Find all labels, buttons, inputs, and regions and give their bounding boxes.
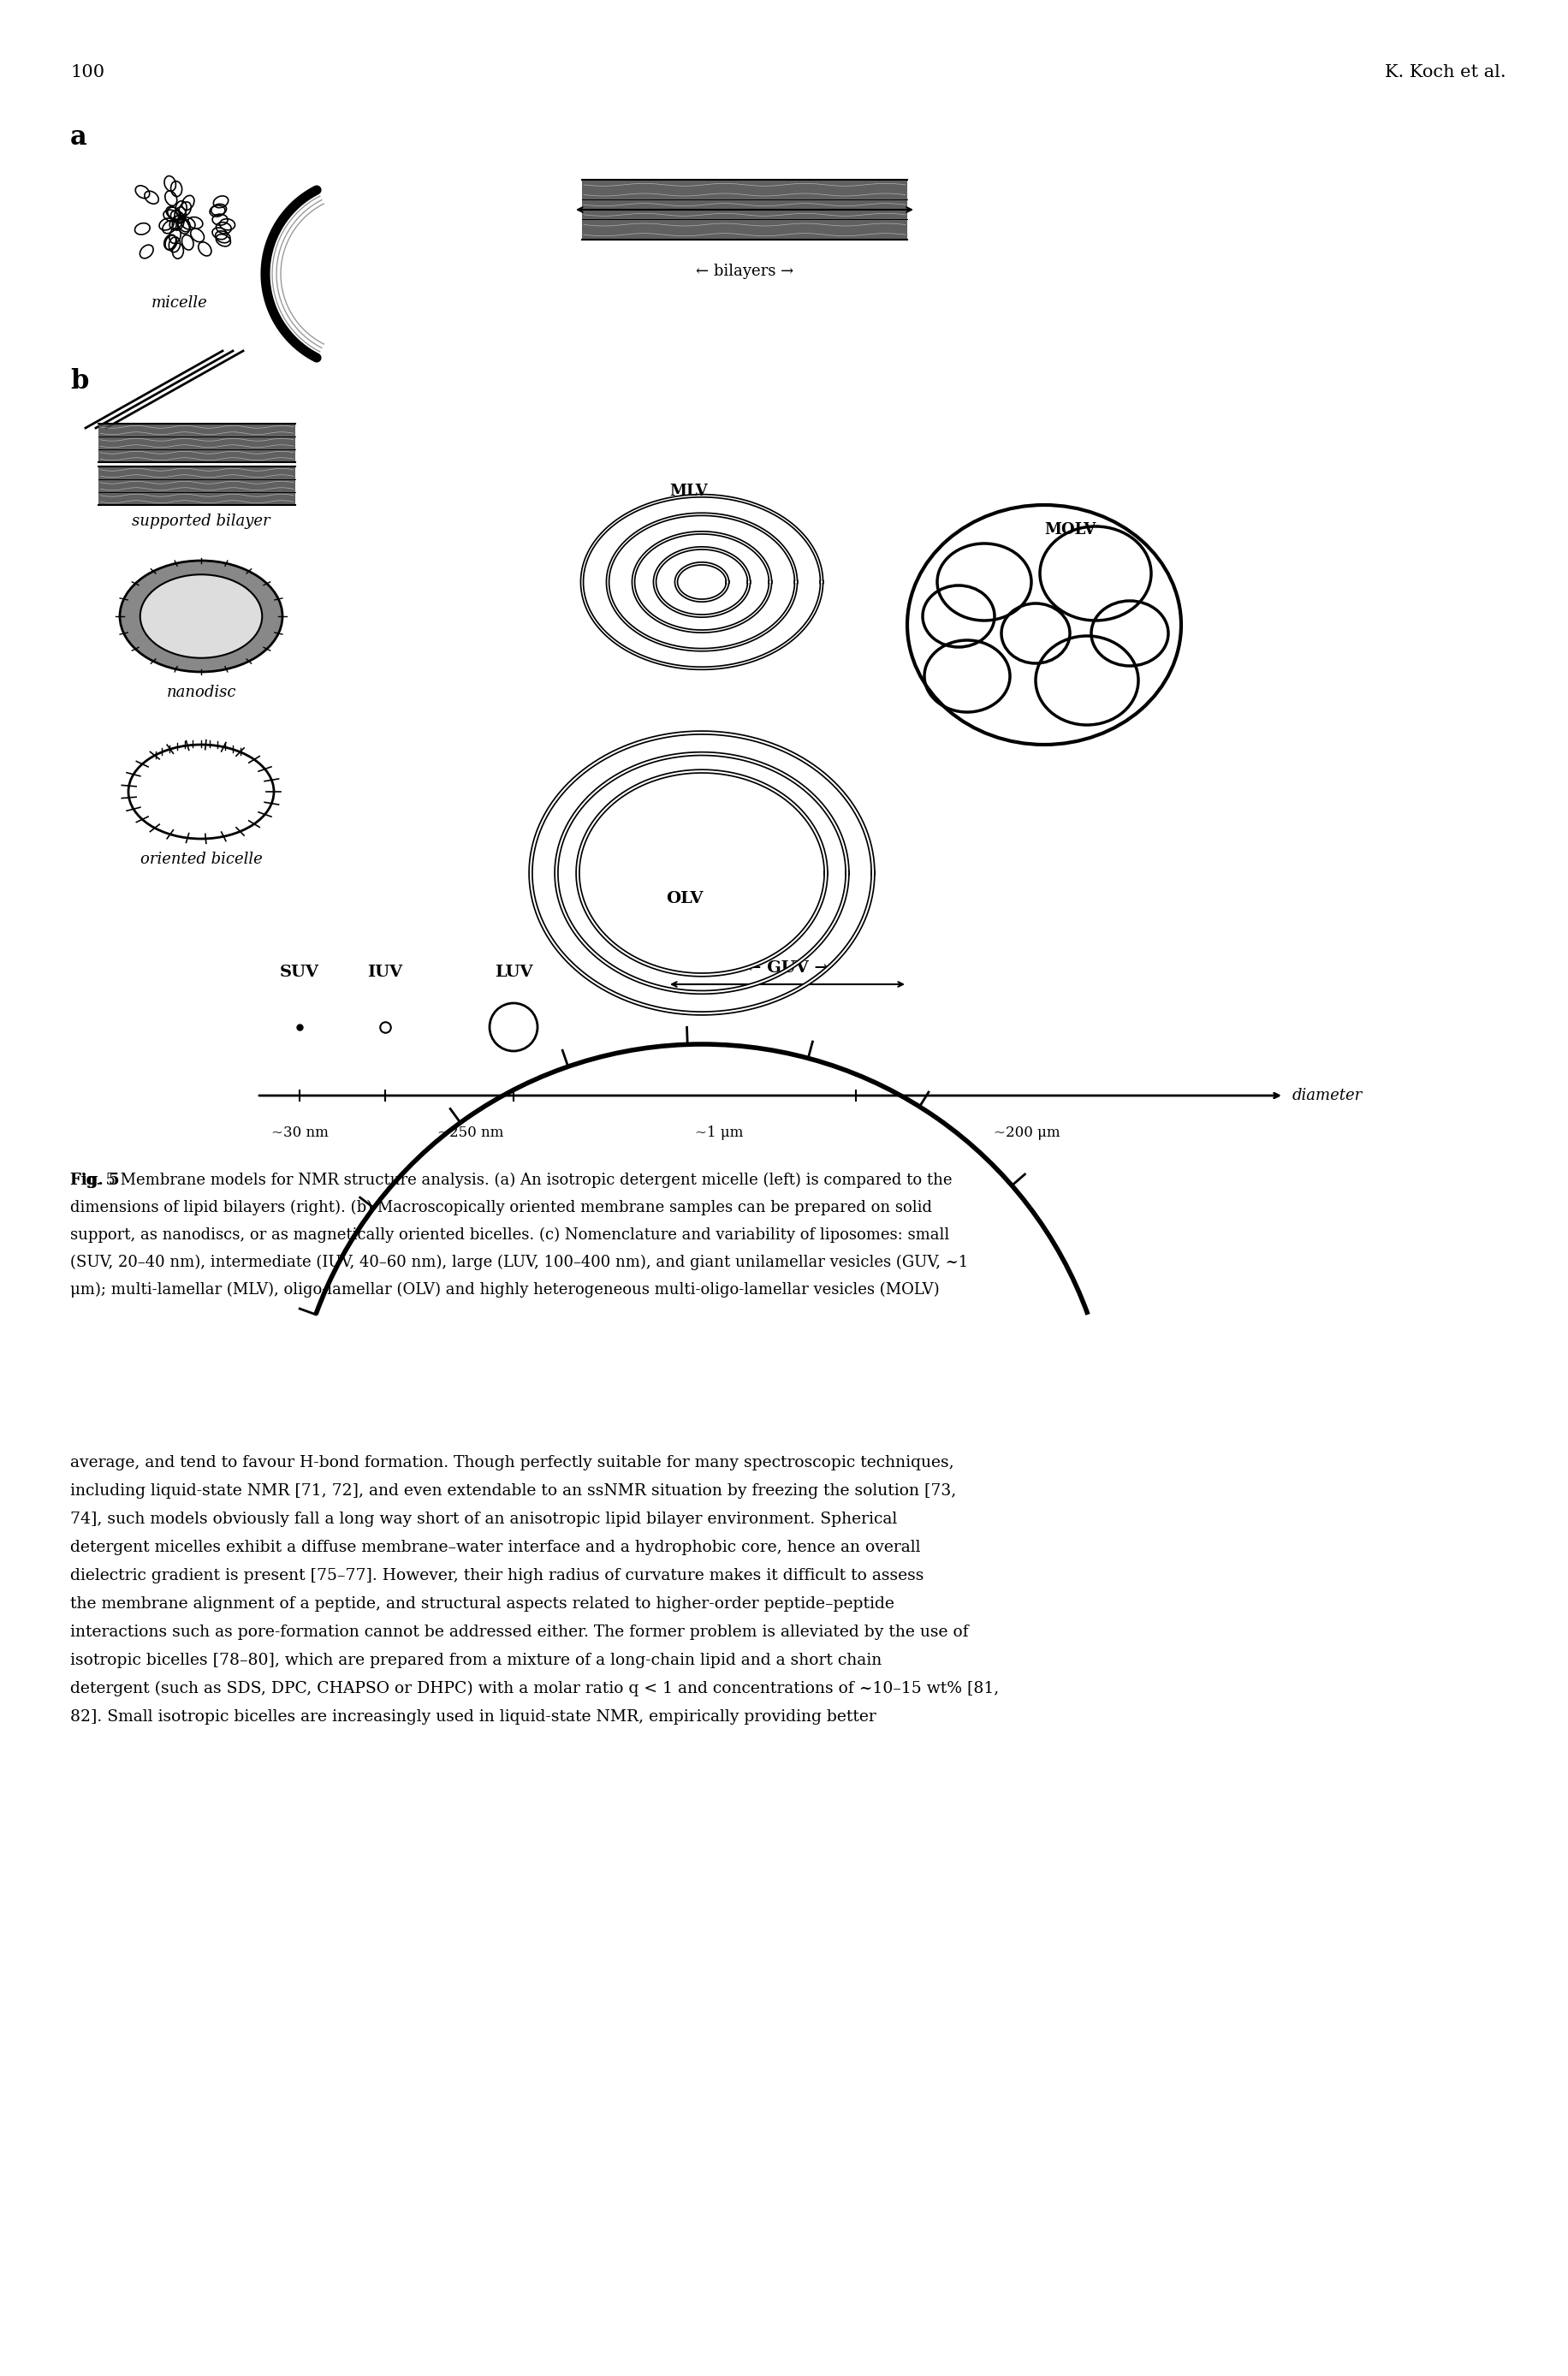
Text: isotropic bicelles [78–80], which are prepared from a mixture of a long-chain li: isotropic bicelles [78–80], which are pr…: [71, 1654, 881, 1668]
Text: the membrane alignment of a peptide, and structural aspects related to higher-or: the membrane alignment of a peptide, and…: [71, 1597, 894, 1611]
Text: LUV: LUV: [494, 965, 532, 979]
Text: support, as nanodiscs, or as magnetically oriented bicelles. (c) Nomenclature an: support, as nanodiscs, or as magneticall…: [71, 1228, 949, 1243]
Text: detergent (such as SDS, DPC, CHAPSO or DHPC) with a molar ratio q < 1 and concen: detergent (such as SDS, DPC, CHAPSO or D…: [71, 1680, 999, 1696]
Text: supported bilayer: supported bilayer: [132, 513, 270, 530]
Text: Fig. 5 Membrane models for NMR structure analysis. (a) An isotropic detergent mi: Fig. 5 Membrane models for NMR structure…: [71, 1174, 952, 1188]
Text: μm); multi-lamellar (MLV), oligo-lamellar (OLV) and highly heterogeneous multi-o: μm); multi-lamellar (MLV), oligo-lamella…: [71, 1283, 939, 1297]
Text: SUV: SUV: [279, 965, 318, 979]
Text: dimensions of lipid bilayers (right). (b) Macroscopically oriented membrane samp: dimensions of lipid bilayers (right). (b…: [71, 1200, 931, 1217]
Text: diameter: diameter: [1292, 1088, 1363, 1102]
Text: 100: 100: [71, 64, 105, 81]
Text: dielectric gradient is present [75–77]. However, their high radius of curvature : dielectric gradient is present [75–77]. …: [71, 1568, 924, 1582]
Text: ~200 μm: ~200 μm: [993, 1126, 1060, 1140]
Text: including liquid-state NMR [71, 72], and even extendable to an ssNMR situation b: including liquid-state NMR [71, 72], and…: [71, 1483, 956, 1499]
Ellipse shape: [119, 561, 282, 672]
Text: a: a: [71, 124, 88, 150]
Text: oriented bicelle: oriented bicelle: [140, 851, 262, 867]
Text: 74], such models obviously fall a long way short of an anisotropic lipid bilayer: 74], such models obviously fall a long w…: [71, 1511, 897, 1528]
Text: micelle: micelle: [152, 295, 209, 311]
Text: IUV: IUV: [367, 965, 403, 979]
Text: ← GUV →: ← GUV →: [746, 960, 828, 977]
Text: 82]. Small isotropic bicelles are increasingly used in liquid-state NMR, empiric: 82]. Small isotropic bicelles are increa…: [71, 1708, 877, 1725]
Text: (SUV, 20–40 nm), intermediate (IUV, 40–60 nm), large (LUV, 100–400 nm), and gian: (SUV, 20–40 nm), intermediate (IUV, 40–6…: [71, 1255, 967, 1271]
Text: b: b: [71, 368, 88, 394]
Bar: [99, 466, 295, 506]
Text: ~30 nm: ~30 nm: [271, 1126, 328, 1140]
Text: interactions such as pore-formation cannot be addressed either. The former probl: interactions such as pore-formation cann…: [71, 1625, 967, 1639]
Text: ← bilayers →: ← bilayers →: [695, 264, 793, 278]
Text: K. Koch et al.: K. Koch et al.: [1385, 64, 1505, 81]
Text: detergent micelles exhibit a diffuse membrane–water interface and a hydrophobic : detergent micelles exhibit a diffuse mem…: [71, 1540, 920, 1556]
Text: MOLV: MOLV: [1044, 523, 1094, 537]
Text: OLV: OLV: [666, 891, 702, 905]
Text: ~1 μm: ~1 μm: [695, 1126, 743, 1140]
Text: ~250 nm: ~250 nm: [437, 1126, 503, 1140]
Ellipse shape: [140, 575, 262, 658]
Text: average, and tend to favour H-bond formation. Though perfectly suitable for many: average, and tend to favour H-bond forma…: [71, 1454, 953, 1471]
Bar: [99, 423, 295, 463]
Bar: [582, 181, 906, 240]
Text: MLV: MLV: [670, 485, 707, 499]
Text: Fig. 5: Fig. 5: [71, 1174, 119, 1188]
Text: nanodisc: nanodisc: [166, 684, 235, 701]
